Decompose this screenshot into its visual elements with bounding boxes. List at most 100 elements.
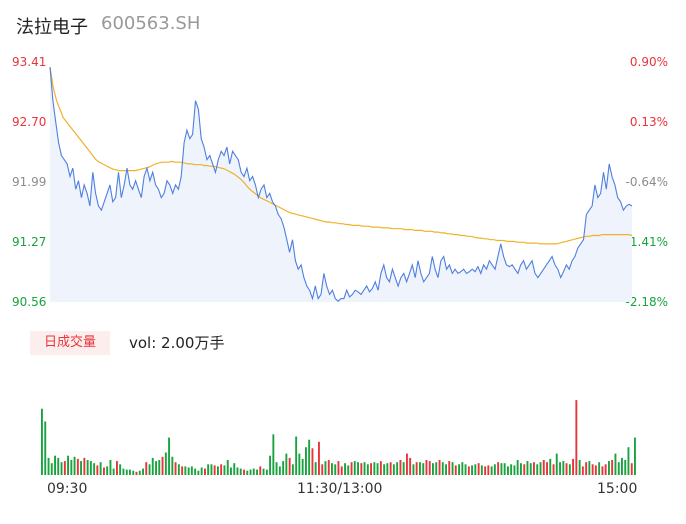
volume-bar <box>262 468 265 475</box>
volume-bar <box>565 463 568 475</box>
volume-bar <box>246 470 249 475</box>
volume-bar <box>223 465 226 475</box>
volume-bar <box>50 463 53 475</box>
volume-bar <box>347 465 350 475</box>
volume-bar <box>360 463 363 475</box>
volume-bar <box>256 469 258 475</box>
volume-bar <box>529 463 532 475</box>
volume-bar <box>552 464 555 475</box>
volume-bar <box>396 462 399 475</box>
volume-bar <box>621 457 623 475</box>
price-line <box>49 67 633 302</box>
volume-bar <box>324 461 327 475</box>
volume-bar <box>419 462 421 475</box>
volume-bar <box>318 441 320 475</box>
volume-bar <box>454 465 457 475</box>
volume-bar <box>233 463 236 475</box>
volume-bar <box>337 461 340 475</box>
volume-bar <box>451 462 454 475</box>
volume-bar <box>83 457 86 475</box>
volume-bar <box>467 466 470 475</box>
volume-bar <box>539 462 542 475</box>
volume-bar <box>474 464 477 475</box>
volume-bar <box>282 461 285 475</box>
volume-bar <box>422 463 425 475</box>
volume-bar <box>103 467 105 475</box>
volume-bar <box>119 464 122 475</box>
volume-bar <box>611 460 614 475</box>
volume-bar <box>210 464 213 475</box>
volume-bar <box>298 453 301 475</box>
volume-bar <box>490 466 493 475</box>
volume-bar <box>591 464 594 475</box>
volume-bar <box>226 460 229 475</box>
volume-bar <box>207 464 210 475</box>
volume-bar <box>76 458 79 475</box>
volume-bar <box>278 466 281 475</box>
volume-bar <box>132 470 135 475</box>
percent-tick-label: -2.18% <box>625 295 668 309</box>
volume-bar <box>194 468 197 475</box>
volume-bar <box>477 463 480 475</box>
volume-bar <box>321 464 324 475</box>
volume-bar <box>526 461 529 475</box>
percent-tick-label: 0.13% <box>629 115 668 129</box>
volume-bar <box>376 463 379 475</box>
volume-bar <box>562 461 565 475</box>
volume-bar <box>585 462 588 475</box>
percent-tick-label: -0.64% <box>625 175 668 189</box>
volume-bar <box>112 468 115 475</box>
volume-bar <box>575 400 578 475</box>
volume-bar <box>285 453 288 475</box>
volume-bar <box>614 453 617 475</box>
volume-bar <box>402 462 405 475</box>
volume-bar <box>555 453 558 475</box>
volume-bar <box>435 462 438 475</box>
volume-bar <box>445 464 447 475</box>
volume-bar <box>265 469 268 475</box>
volume-bar <box>164 452 167 475</box>
volume-bar <box>145 462 148 475</box>
volume-bar <box>366 464 369 475</box>
time-tick-midday: 11:30/13:00 <box>297 481 383 497</box>
volume-bar <box>386 463 389 475</box>
volume-bar <box>350 462 353 475</box>
volume-bar <box>493 464 496 475</box>
volume-bar <box>373 462 376 475</box>
time-tick-close: 15:00 <box>597 481 638 497</box>
volume-bar <box>617 462 620 475</box>
volume-bar <box>497 462 500 475</box>
volume-bar <box>181 466 184 475</box>
volume-bar <box>158 460 161 475</box>
volume-bar <box>604 464 607 475</box>
volume-bar <box>471 465 473 475</box>
volume-bar <box>204 468 206 475</box>
volume-bar <box>578 460 581 475</box>
volume-bar <box>464 464 467 475</box>
volume-bar <box>334 464 337 475</box>
volume-bar <box>507 466 509 475</box>
volume-bar <box>80 461 82 475</box>
volume-bar <box>177 464 180 475</box>
volume-bar <box>392 464 395 475</box>
volume-bar <box>370 463 372 475</box>
volume-bar <box>109 460 112 475</box>
volume-bar <box>89 461 92 475</box>
volume-bar <box>54 455 56 475</box>
volume-bar <box>272 434 275 475</box>
volume-bar <box>155 461 157 475</box>
volume-bar <box>542 460 545 475</box>
volume-bar <box>480 465 483 475</box>
volume-bar <box>86 460 89 475</box>
volume-bar <box>441 462 444 475</box>
volume-bar <box>568 464 571 475</box>
volume-bar <box>122 468 125 475</box>
volume-bar <box>546 462 548 475</box>
volume-bar <box>357 462 359 475</box>
volume-bar <box>184 466 187 475</box>
volume-bar <box>598 462 601 475</box>
volume-bar <box>67 455 69 475</box>
volume-bar <box>243 469 245 475</box>
volume-bar <box>594 465 597 475</box>
